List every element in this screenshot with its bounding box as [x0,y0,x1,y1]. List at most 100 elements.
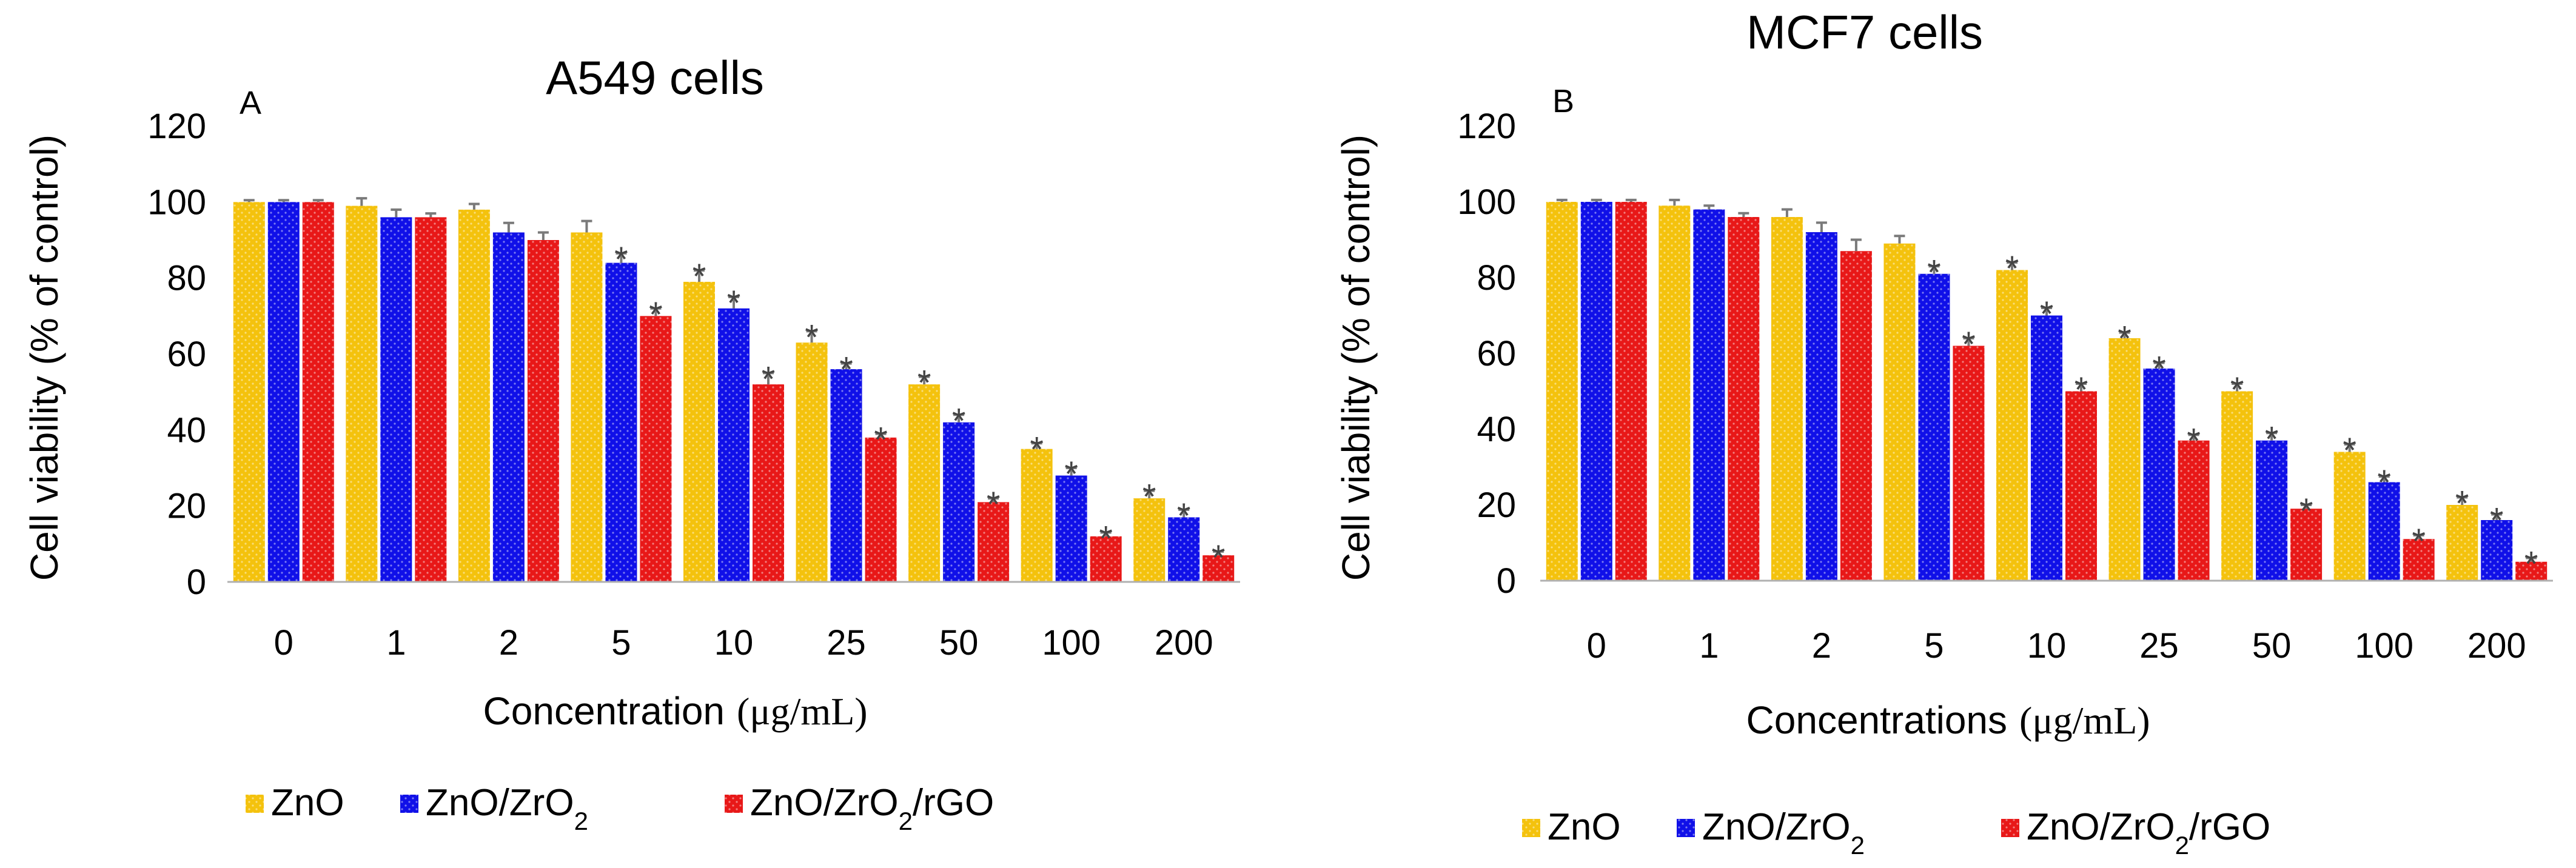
significance-marker: * [952,401,966,441]
bar-texture [830,369,862,582]
significance-marker: * [1177,496,1191,536]
bar-texture [2333,452,2366,581]
bar-texture [2256,440,2288,581]
x-tick-label: 25 [827,623,866,663]
y-tick-label: 60 [1477,334,1516,373]
significance-marker: * [1927,253,1941,292]
bar-texture [2065,391,2097,581]
significance-marker: * [693,257,706,296]
x-tick-label: 2 [499,623,518,663]
significance-marker: * [839,350,853,390]
bar-texture [1133,498,1166,582]
bar-texture [1805,232,1837,581]
significance-marker: * [1212,538,1226,578]
bar-texture [2403,539,2435,581]
y-axis-label: Cell viability (% of control) [1334,135,1378,581]
legend-label: ZnO [271,782,344,824]
bar-texture [908,384,941,582]
legend-swatch-texture [1677,819,1695,837]
significance-marker: * [1030,430,1044,469]
bar-texture [753,384,784,582]
significance-markers: * * * * * * * * * * * * * * * * * [614,240,1225,578]
bar-texture [458,209,490,582]
bar-texture [1693,209,1725,581]
legend-swatch-texture [2001,819,2019,837]
bar-texture [1883,243,1916,581]
x-axis-label: Concentration [483,689,725,733]
x-tick-label: 50 [939,623,979,663]
significance-marker: * [2455,484,2469,524]
x-tick-label: 10 [714,623,754,663]
x-tick-label: 100 [1042,623,1101,663]
x-tick-label: 25 [2139,626,2179,666]
x-tick-label: 50 [2252,626,2292,666]
bar-texture [718,308,750,582]
legend-label: ZnO [1548,806,1621,848]
significance-marker: * [987,485,1001,524]
y-tick-labels: 0 20 40 60 80 100 120 [147,107,206,602]
x-tick-label: 200 [1155,623,1213,663]
bar-texture [1659,205,1691,581]
bar-texture [943,422,975,582]
legend-swatch-texture [1522,819,1540,837]
bar-texture [1021,449,1053,582]
x-tick-label: 5 [611,623,631,663]
bar-texture [1055,475,1087,582]
bar-texture [302,202,334,582]
y-tick-label: 0 [187,563,206,602]
bars [233,202,1235,583]
significance-marker: * [2187,421,2201,461]
significance-marker: * [614,240,628,279]
significance-marker: * [2005,249,2019,289]
bar-texture [1728,217,1760,581]
bar-texture [2446,505,2478,581]
significance-marker: * [762,359,776,399]
significance-marker: * [2490,501,2504,541]
x-tick-labels: 0 1 2 5 10 25 50 100 200 [274,623,1213,663]
significance-marker: * [649,295,663,335]
legend-swatch-texture [246,795,264,813]
bar-texture [1840,251,1872,581]
significance-marker: * [2265,419,2279,459]
chart-panel-b: MCF7 cells B Cell viability (% of contro… [1334,5,2553,860]
x-tick-label: 2 [1812,626,1831,666]
y-tick-label: 100 [147,182,206,222]
legend-swatch-texture [725,795,743,813]
x-tick-label: 0 [1587,626,1606,666]
panel-letter: A [240,85,261,121]
bar-texture [1953,346,1985,581]
legend: ZnO ZnO/ZrO2 ZnO/ZrO2/rGO [1522,806,2270,860]
bar-texture [267,202,300,582]
significance-marker: * [2040,295,2054,334]
x-axis-label: Concentrations [1746,698,2007,742]
significance-marker: * [2299,492,2313,531]
x-tick-label: 0 [274,623,293,663]
significance-marker: * [874,421,888,460]
y-tick-label: 40 [167,410,206,450]
significance-marker: * [2377,463,2391,502]
bar-texture [2481,520,2513,581]
bar-texture [2368,482,2400,581]
y-tick-label: 80 [167,259,206,298]
bar-texture [380,217,412,582]
bar-texture [233,202,265,582]
bar-texture [1168,517,1200,582]
legend-label: ZnO/ZrO2/rGO [750,782,994,835]
x-tick-label: 10 [2027,626,2067,666]
x-axis-unit: (μg/mL) [737,690,868,733]
x-tick-label: 1 [1699,626,1719,666]
y-tick-label: 80 [1477,258,1516,298]
bar-texture [605,262,637,583]
chart-title: A549 cells [546,51,764,104]
legend-label: ZnO/ZrO2 [426,782,588,835]
y-tick-label: 0 [1497,561,1516,601]
significance-marker: * [727,284,741,323]
x-tick-label: 200 [2467,626,2526,666]
error-bars [243,197,1224,556]
significance-marker: * [2524,545,2538,584]
bar-texture [1546,202,1578,581]
y-tick-label: 40 [1477,410,1516,449]
y-tick-labels: 0 20 40 60 80 100 120 [1457,107,1516,601]
legend: ZnO ZnO/ZrO2 ZnO/ZrO2/rGO [246,782,994,835]
bar-texture [1771,217,1803,581]
